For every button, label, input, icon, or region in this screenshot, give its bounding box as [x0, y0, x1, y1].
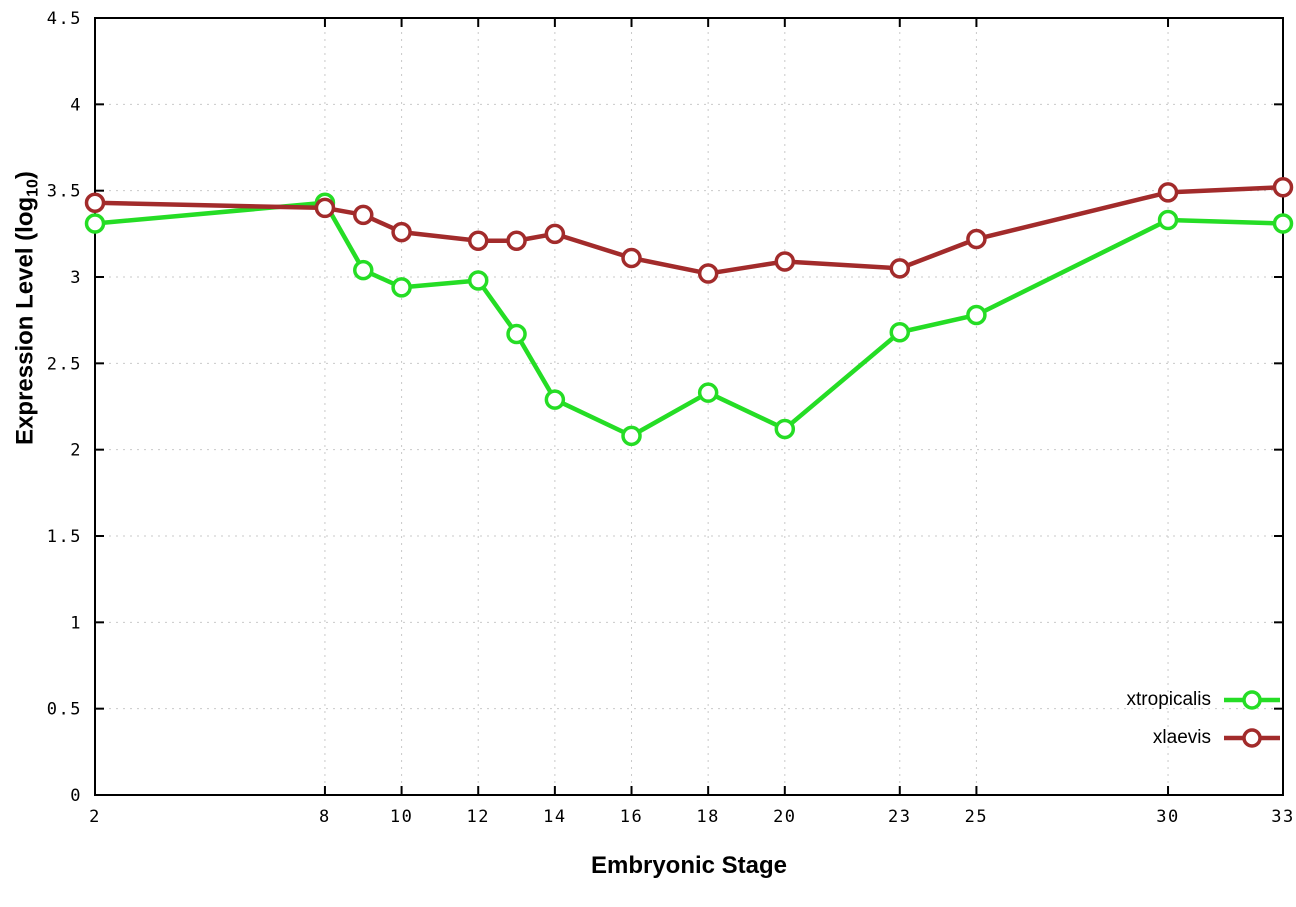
plot-border: [94, 17, 1284, 796]
x-axis-title: Embryonic Stage: [590, 852, 788, 879]
y-tick-label: 0.5: [47, 700, 82, 720]
legend-sample-xlaevis-icon: [1224, 728, 1280, 748]
legend-label-xlaevis: xlaevis: [1152, 727, 1211, 748]
axis-ticks: [94, 17, 1284, 796]
y-tick-label: 4: [70, 95, 82, 115]
x-tick-label: 16: [620, 807, 643, 827]
series-line-xtropicalis: [92, 200, 1286, 439]
grid-lines: [94, 17, 1284, 796]
y-axis-title-close: ): [11, 171, 39, 180]
y-tick-label: 2.5: [47, 354, 82, 374]
data-point-marker: [391, 221, 412, 243]
y-axis-title-main: Expression Level (log: [11, 196, 39, 445]
data-point-marker: [506, 323, 527, 345]
x-tick-label: 25: [965, 807, 988, 827]
x-tick-label: 14: [543, 807, 566, 827]
y-tick-label: 3.5: [47, 182, 82, 202]
data-point-marker: [966, 228, 987, 250]
x-tick-label: 30: [1156, 807, 1179, 827]
data-point-marker: [1157, 209, 1179, 231]
y-tick-label: 3: [70, 268, 82, 288]
data-point-marker: [544, 389, 566, 410]
y-tick-label: 2: [70, 441, 82, 461]
legend-item-xtropicalis: xtropicalis: [1127, 687, 1283, 713]
legend-item-xlaevis: xlaevis: [1153, 725, 1283, 751]
data-point-marker: [621, 425, 642, 447]
y-tick-label: 1: [70, 613, 82, 633]
data-point-marker: [353, 204, 374, 226]
data-point-marker: [774, 418, 796, 440]
data-point-marker: [84, 213, 106, 234]
y-tick-label: 1.5: [47, 527, 82, 547]
data-point-marker: [391, 277, 412, 298]
series-xlaevis: [84, 176, 1294, 284]
y-axis-title: Expression Level (log10): [12, 171, 43, 445]
series-xtropicalis: [84, 192, 1294, 447]
data-point-marker: [889, 322, 911, 343]
series-line-xlaevis: [92, 184, 1286, 276]
x-tick-label: 23: [888, 807, 911, 827]
legend-label-xtropicalis: xtropicalis: [1126, 689, 1211, 710]
x-tick-label: 12: [466, 807, 489, 827]
legend: xtropicalis xlaevis: [1127, 687, 1283, 751]
x-tick-label: 8: [319, 807, 331, 827]
x-tick-label: 33: [1271, 807, 1294, 827]
data-point-marker: [774, 251, 796, 272]
y-axis-title-subscript: 10: [24, 179, 42, 197]
data-point-marker: [467, 230, 489, 251]
data-point-marker: [1272, 213, 1294, 234]
y-tick-label: 4.5: [47, 9, 82, 29]
data-point-marker: [621, 247, 642, 269]
data-point-marker: [697, 382, 719, 403]
data-point-marker: [697, 263, 719, 284]
data-point-marker: [467, 270, 489, 291]
y-tick-label: 0: [70, 786, 82, 806]
x-tick-label: 20: [773, 807, 796, 827]
data-point-marker: [1272, 176, 1294, 198]
tick-labels: 2 8 10 12 14 16 18 20 23 25 30 33 0 0.5 1 1.5 2 2.5 3 3.5 4 4…: [47, 9, 1294, 827]
x-tick-label: 2: [89, 807, 101, 827]
data-point-marker: [314, 197, 336, 219]
data-point-marker: [353, 259, 374, 281]
data-point-marker: [84, 192, 106, 214]
legend-sample-xtropicalis-icon: [1224, 690, 1280, 710]
data-point-marker: [889, 258, 911, 279]
data-point-marker: [506, 230, 527, 251]
data-point-marker: [966, 304, 987, 326]
data-point-marker: [544, 223, 566, 245]
data-point-marker: [1157, 182, 1179, 203]
x-tick-label: 18: [696, 807, 719, 827]
x-tick-label: 10: [390, 807, 413, 827]
